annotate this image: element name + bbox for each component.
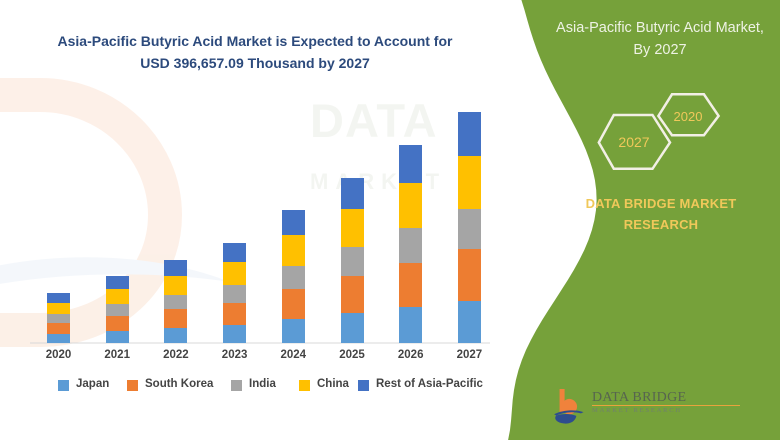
svg-text:2020: 2020 bbox=[674, 109, 703, 124]
svg-text:2027: 2027 bbox=[618, 134, 649, 150]
